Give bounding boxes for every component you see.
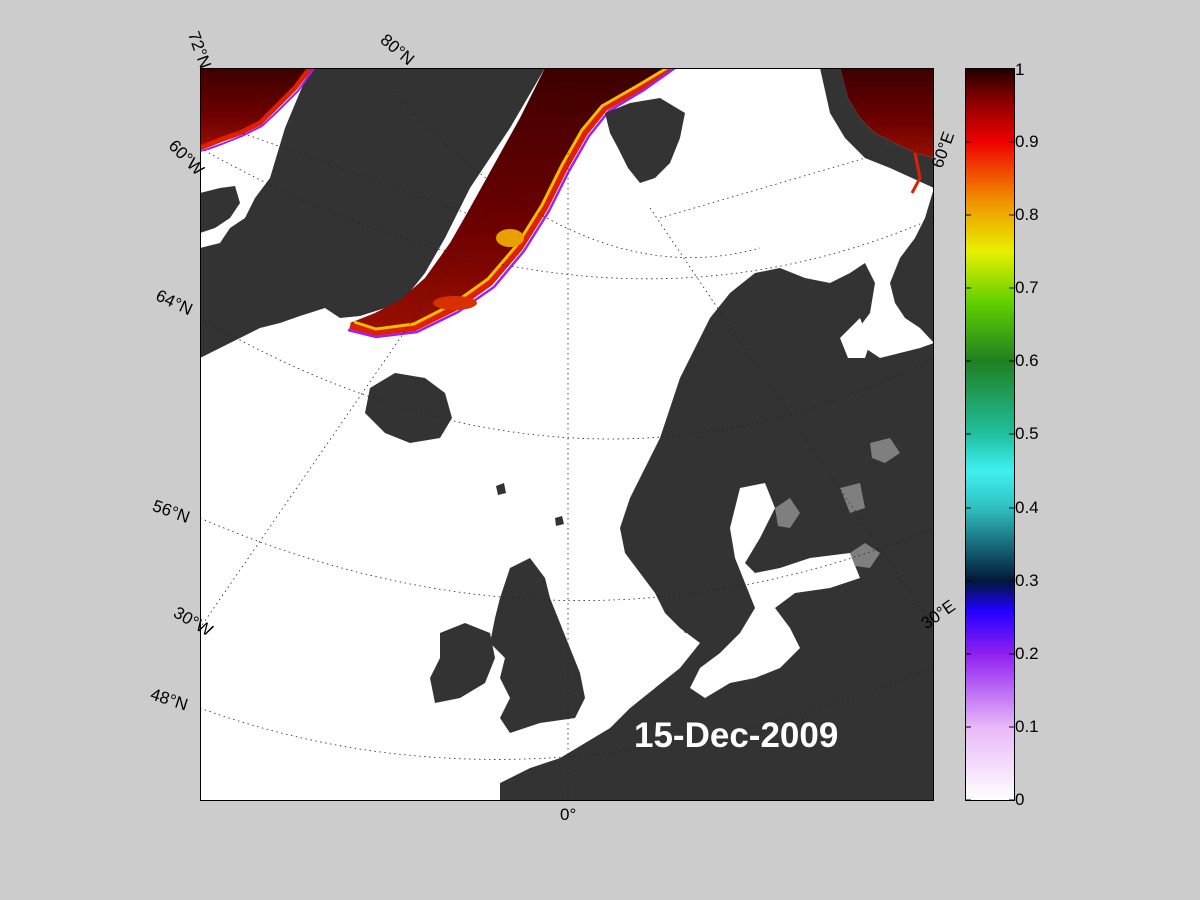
sea-ice-map: [200, 68, 934, 801]
label-64n: 64°N: [152, 285, 196, 320]
colorbar: 0 0.1 0.2 0.3 0.4 0.5 0.6 0.7 0.8 0.9 1: [965, 60, 1045, 809]
parallel-80n: [389, 87, 761, 258]
novaya-zemlya-land: [820, 68, 934, 188]
colorbar-tick-label: 0.9: [1015, 132, 1039, 151]
colorbar-gradient: [965, 68, 1015, 801]
label-56n: 56°N: [150, 496, 193, 527]
lofoten-land: [780, 394, 792, 406]
colorbar-tick-label: 0.2: [1015, 644, 1039, 663]
ice-low-concentration-patch: [496, 229, 524, 247]
label-80n: 80°N: [376, 30, 418, 70]
svalbard-land: [605, 98, 685, 183]
colorbar-tick-label: 0.3: [1015, 571, 1039, 590]
colorbar-tick-label: 0.6: [1015, 351, 1039, 370]
map-frame: [200, 68, 934, 801]
ice-patch-red: [433, 296, 477, 310]
baffin-ice-edge-outer: [200, 68, 315, 153]
parallel-56n: [200, 517, 934, 601]
greenland-land: [200, 68, 545, 358]
ice-edge-yellow: [353, 68, 668, 331]
colorbar-tick-label: 0.5: [1015, 424, 1039, 443]
bothnia-lake: [775, 498, 800, 528]
onega-lake: [840, 483, 865, 513]
gulf-finland-lake: [850, 543, 880, 568]
colorbar-tick-label: 0.1: [1015, 717, 1039, 736]
colorbar-ticks: [965, 141, 1015, 801]
colorbar-tick-label: 0.4: [1015, 498, 1039, 517]
graticule: [200, 68, 934, 801]
parallel-48n: [200, 667, 934, 760]
white-sea: [840, 318, 870, 358]
ice-edge-outer: [347, 68, 676, 339]
sea-ice-east-greenland: [350, 68, 670, 333]
date-label: 15-Dec-2009: [634, 716, 839, 755]
nw-land-fragment: [200, 186, 240, 233]
scandinavia-russia-land: [500, 188, 934, 801]
sea-ice-kara: [840, 68, 934, 158]
colorbar-tick-label: 0.7: [1015, 278, 1039, 297]
parallel-64n: [200, 317, 934, 440]
baffin-open-water: [200, 140, 255, 193]
shetland-land: [555, 516, 564, 526]
parallel-72n: [200, 147, 934, 280]
iceland-land: [365, 373, 452, 443]
ireland-land: [430, 623, 495, 703]
faroe-land: [496, 483, 506, 495]
great-britain-land: [490, 558, 585, 733]
baltic-sea: [690, 483, 860, 698]
label-72n: 72°N: [184, 28, 215, 71]
baffin-ice-edge: [200, 68, 312, 151]
ladoga-lake: [870, 438, 900, 463]
label-48n: 48°N: [148, 684, 191, 715]
kara-ice-edge: [910, 152, 922, 194]
colorbar-tick-label: 0: [1015, 790, 1025, 809]
meridian-30w: [200, 207, 491, 629]
colorbar-tick-label: 1: [1015, 60, 1025, 79]
denmark-land: [670, 588, 705, 633]
ice-edge-band: [349, 68, 672, 337]
sea-ice-baffin: [200, 68, 310, 148]
label-0: 0°: [560, 805, 577, 824]
colorbar-tick-label: 0.8: [1015, 205, 1039, 224]
